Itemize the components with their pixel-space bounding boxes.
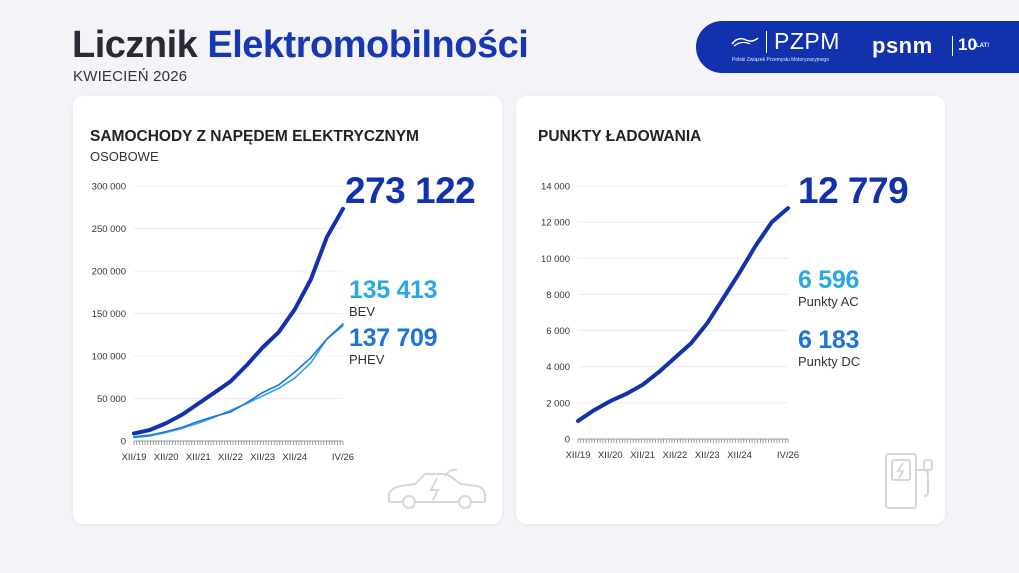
phev-value: 137 709 <box>349 324 438 352</box>
ac-value: 6 596 <box>798 266 860 294</box>
chargers-x-tick-label: XII/20 <box>598 450 623 461</box>
cars-x-tick-label: XII/19 <box>122 452 147 463</box>
cars-card-subtitle: OSOBOWE <box>90 149 159 164</box>
psnm-anniversary: 10 <box>958 35 977 54</box>
phev-label: PHEV <box>349 352 385 367</box>
page-title: Licznik Elektromobilności <box>72 22 529 68</box>
chargers-x-tick-label: XII/19 <box>566 450 591 461</box>
pzpm-logo-subtitle: Polski Związek Przemysłu Motoryzacyjnego <box>732 57 829 63</box>
chargers-card: PUNKTY ŁADOWANIA 0 2 000 4 000 6 000 8 000 10… <box>516 96 945 524</box>
psnm-separator <box>952 36 953 56</box>
chargers-card-title: PUNKTY ŁADOWANIA <box>538 128 702 145</box>
cars-y-tick-label: 100 000 <box>92 352 126 363</box>
chargers-y-tick-label: 2 000 <box>546 398 570 409</box>
ac-label: Punkty AC <box>798 294 859 309</box>
pzpm-separator <box>766 31 767 53</box>
total-cars-series-line <box>132 206 345 436</box>
title-part-1: Licznik <box>72 24 198 66</box>
cars-card-title: SAMOCHODY Z NAPĘDEM ELEKTRYCZNYM <box>90 128 419 145</box>
cars-y-tick-label: 0 <box>121 437 126 448</box>
title-part-2: Elektromobilności <box>207 24 529 66</box>
dc-value: 6 183 <box>798 326 860 354</box>
charging-station-icon <box>885 453 933 509</box>
cars-y-tick-label: 50 000 <box>97 394 126 405</box>
bev-label: BEV <box>349 304 376 319</box>
page-subtitle: KWIECIEŃ 2026 <box>73 68 188 85</box>
bev-series-line <box>133 325 344 439</box>
chargers-x-tick-label: XII/22 <box>663 450 688 461</box>
chargers-y-tick-label: 4 000 <box>546 362 570 373</box>
cars-y-tick-label: 150 000 <box>92 309 126 320</box>
cars-x-tick-label: IV/26 <box>332 452 354 463</box>
cars-x-tick-label: XII/21 <box>186 452 211 463</box>
partner-logos-bar: PZPM Polski Związek Przemysłu Motoryzacy… <box>696 21 1019 73</box>
chargers-chart: 0 2 000 4 000 6 000 8 000 10 000 12 000 14 000 X… <box>541 182 799 462</box>
chargers-y-tick-label: 14 000 <box>541 182 570 193</box>
pzpm-logo-icon <box>731 37 759 47</box>
cars-card: SAMOCHODY Z NAPĘDEM ELEKTRYCZNYM OSOBOWE… <box>73 96 502 524</box>
cars-x-tick-label: XII/22 <box>218 452 243 463</box>
cars-chart: 0 50 000 100 000 150 000 200 000 250 000 300 0… <box>92 182 354 464</box>
cars-x-tick-label: XII/24 <box>282 452 307 463</box>
psnm-logo: psnm <box>872 33 933 58</box>
cars-y-tick-label: 200 000 <box>92 267 126 278</box>
chargers-y-tick-label: 12 000 <box>541 218 570 229</box>
chargers-y-tick-label: 6 000 <box>546 326 570 337</box>
phev-series-line <box>133 323 344 438</box>
charging-points-series-line <box>576 206 790 423</box>
chargers-x-tick-label: XII/24 <box>727 450 752 461</box>
cars-x-tick-label: XII/23 <box>250 452 275 463</box>
psnm-anniversary-label: LAT! <box>976 43 990 49</box>
chargers-x-tick-label: XII/23 <box>695 450 720 461</box>
chargers-x-tick-label: IV/26 <box>777 450 799 461</box>
electric-car-icon <box>388 468 486 509</box>
cars-y-tick-label: 250 000 <box>92 224 126 235</box>
chargers-x-tick-label: XII/21 <box>630 450 655 461</box>
chargers-y-tick-label: 0 <box>565 435 570 446</box>
bev-value: 135 413 <box>349 276 438 304</box>
dc-label: Punkty DC <box>798 354 861 369</box>
cars-y-tick-label: 300 000 <box>92 182 126 193</box>
cars-x-tick-label: XII/20 <box>154 452 179 463</box>
chargers-total-value: 12 779 <box>798 170 909 211</box>
cars-total-value: 273 122 <box>345 170 476 211</box>
chargers-y-tick-label: 10 000 <box>541 254 570 265</box>
chargers-y-tick-label: 8 000 <box>546 290 570 301</box>
pzpm-logo: PZPM <box>774 28 840 54</box>
